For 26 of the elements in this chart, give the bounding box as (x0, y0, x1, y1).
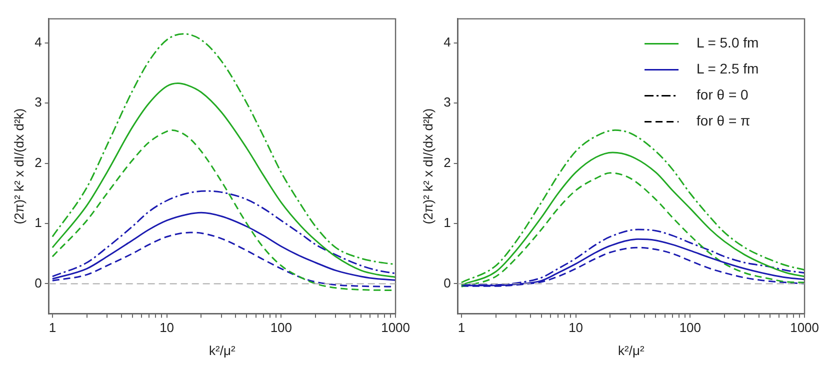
x-axis-title: k²/μ² (618, 342, 645, 358)
y-tick-label: 0 (34, 275, 42, 290)
y-tick-label: 1 (444, 215, 451, 230)
x-tick-label: 1000 (790, 320, 819, 336)
x-axis-title: k²/μ² (209, 342, 236, 358)
legend-label: for θ = π (696, 112, 751, 129)
legend-label: L = 2.5 fm (696, 60, 759, 77)
x-tick-label: 100 (679, 320, 702, 336)
x-tick-label: 10 (160, 320, 174, 336)
y-tick-label: 2 (34, 154, 42, 170)
x-tick-label: 100 (270, 320, 292, 336)
x-tick-label: 10 (568, 320, 584, 336)
x-tick-label: 1 (48, 320, 56, 336)
x-tick-label: 1000 (381, 320, 410, 336)
y-tick-label: 2 (444, 154, 451, 170)
x-tick-label: 1 (458, 320, 466, 336)
y-axis-title: (2π)² k² x dI/(dx d²k) (420, 108, 436, 224)
y-tick-label: 0 (444, 275, 451, 290)
y-tick-label: 4 (444, 34, 451, 50)
y-tick-label: 4 (34, 34, 42, 50)
legend-label: for θ = 0 (696, 86, 749, 103)
y-tick-label: 3 (444, 94, 451, 110)
legend-label: L = 5.0 fm (696, 34, 759, 51)
y-axis-title: (2π)² k² x dI/(dx d²k) (11, 108, 26, 224)
y-tick-label: 1 (34, 215, 42, 230)
y-tick-label: 3 (34, 94, 42, 110)
